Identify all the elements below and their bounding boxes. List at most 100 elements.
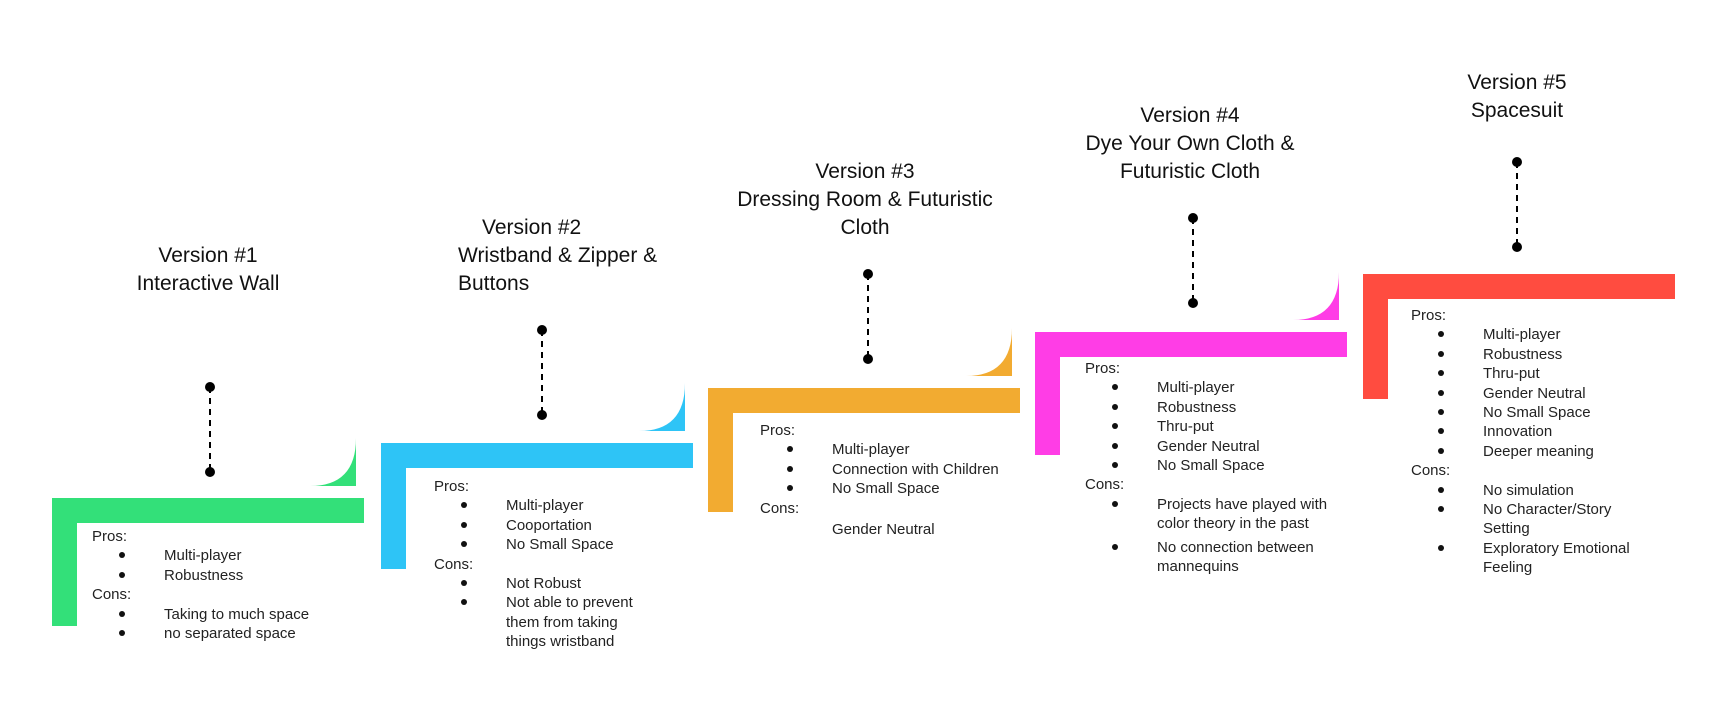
version-2-bracket [381,383,693,569]
pros-item: Multi-player [1411,325,1691,344]
pros-item: Gender Neutral [1411,384,1691,403]
pros-item: Thru-put [1411,364,1691,383]
version-3-connector [863,269,873,364]
bracket-top-bar [708,388,1020,413]
pros-label: Pros: [92,528,128,545]
cons-item: Taking to much space [92,605,362,624]
version-1-title-line: Interactive Wall [136,272,280,295]
pros-item: Robustness [1085,398,1365,417]
pros-item: Thru-put [1085,417,1365,436]
pros-list: Multi-player Robustness Thru-put Gender … [1411,325,1691,461]
version-4-bracket [1035,272,1347,455]
pros-item: Gender Neutral [1085,437,1365,456]
pros-label: Pros: [1411,307,1447,324]
pros-item: Deeper meaning [1411,442,1691,461]
cons-item: No simulation [1411,481,1691,500]
version-2-title-line: Version #2 [482,216,582,239]
pros-item: No Small Space [1411,403,1691,422]
version-1-connector [205,382,215,477]
connector-bottom-dot [1188,298,1198,308]
bracket-left-bar [381,443,406,569]
version-2-title-line: Buttons [458,272,530,295]
cons-item: No connection between mannequins [1085,538,1337,577]
bracket-top-bar [52,498,364,523]
cons-list: Taking to much space no separated space [92,605,362,644]
version-2-title: Version #2 Wristband & Zipper & Buttons [458,214,718,298]
version-3-notes: Pros: Multi-player Connection with Child… [760,421,1030,539]
bracket-corner-fold [310,438,356,486]
pros-item: No Small Space [1085,456,1365,475]
connector-bottom-dot [863,354,873,364]
cons-label: Cons: [92,586,132,604]
bracket-left-bar [1363,274,1388,399]
cons-item: no separated space [92,624,362,643]
version-4-connector [1188,213,1198,308]
version-4-title: Version #4 Dye Your Own Cloth & Futurist… [1040,102,1340,186]
pros-label: Pros: [434,478,470,495]
version-1-title: Version #1 Interactive Wall [93,242,323,298]
pros-item: Connection with Children [760,460,1030,479]
version-4-title-line: Version #4 [1140,104,1240,127]
pros-item: Cooportation [434,516,704,535]
version-4-notes: Pros: Multi-player Robustness Thru-put G… [1085,359,1365,576]
bracket-left-bar [52,498,77,626]
pros-list: Multi-player Connection with Children No… [760,440,1030,498]
bracket-corner-fold [966,328,1012,376]
pros-list: Multi-player Cooportation No Small Space [434,496,704,554]
version-2-notes: Pros: Multi-player Cooportation No Small… [434,477,704,652]
version-4-title-line: Futuristic Cloth [1119,160,1261,183]
pros-label: Pros: [1085,360,1121,377]
pros-list: Multi-player Robustness [92,546,362,585]
cons-item: Projects have played with color theory i… [1085,495,1337,534]
version-3-bracket [708,328,1020,512]
pros-item: No Small Space [760,479,1030,498]
bracket-corner-fold [1293,272,1339,320]
bracket-left-bar [1035,332,1060,455]
version-3-title: Version #3 Dressing Room & Futuristic Cl… [715,158,1015,242]
cons-item: No Character/Story Setting [1411,500,1633,539]
cons-list: Projects have played with color theory i… [1085,495,1365,577]
bracket-top-bar [1035,332,1347,357]
version-5-bracket [1363,274,1675,399]
version-3-title-line: Cloth [840,216,890,239]
version-1-notes: Pros: Multi-player Robustness Cons: Taki… [92,527,362,643]
pros-list: Multi-player Robustness Thru-put Gender … [1085,378,1365,475]
pros-item: Robustness [1411,345,1691,364]
version-5-connector [1512,157,1522,252]
pros-item: Robustness [92,566,362,585]
cons-list: Not Robust Not able to prevent them from… [434,574,704,652]
connector-bottom-dot [205,467,215,477]
version-4-title-line: Dye Your Own Cloth & [1085,132,1295,155]
version-1-bracket [52,438,364,626]
pros-item: Multi-player [1085,378,1365,397]
pros-item: Multi-player [92,546,362,565]
cons-item: Gender Neutral [832,521,935,538]
cons-list: No simulation No Character/Story Setting… [1411,481,1691,578]
cons-item: Not able to prevent them from taking thi… [434,593,636,651]
pros-item: Multi-player [760,440,1030,459]
version-3-title-line: Dressing Room & Futuristic [737,188,993,211]
pros-item: Multi-player [434,496,704,515]
version-5-title-line: Version #5 [1467,71,1567,94]
cons-list: Gender Neutral [760,520,1030,539]
bracket-top-bar [1363,274,1675,299]
version-3-title-line: Version #3 [815,160,915,183]
pros-item: No Small Space [434,535,704,554]
version-5-title-line: Spacesuit [1470,99,1564,122]
version-5-notes: Pros: Multi-player Robustness Thru-put G… [1411,306,1691,578]
cons-label: Cons: [434,555,474,573]
version-2-title-line: Wristband & Zipper & [458,244,658,267]
connector-bottom-dot [537,410,547,420]
bracket-top-bar [381,443,693,468]
cons-item: Not Robust [434,574,704,593]
version-5-title: Version #5 Spacesuit [1367,69,1667,125]
cons-item: Exploratory Emotional Feeling [1411,539,1633,578]
bracket-corner-fold [639,383,685,431]
connector-bottom-dot [1512,242,1522,252]
version-2-connector [537,325,547,420]
pros-item: Innovation [1411,422,1691,441]
cons-label: Cons: [1411,462,1451,480]
pros-label: Pros: [760,422,796,439]
cons-label: Cons: [1085,476,1125,494]
